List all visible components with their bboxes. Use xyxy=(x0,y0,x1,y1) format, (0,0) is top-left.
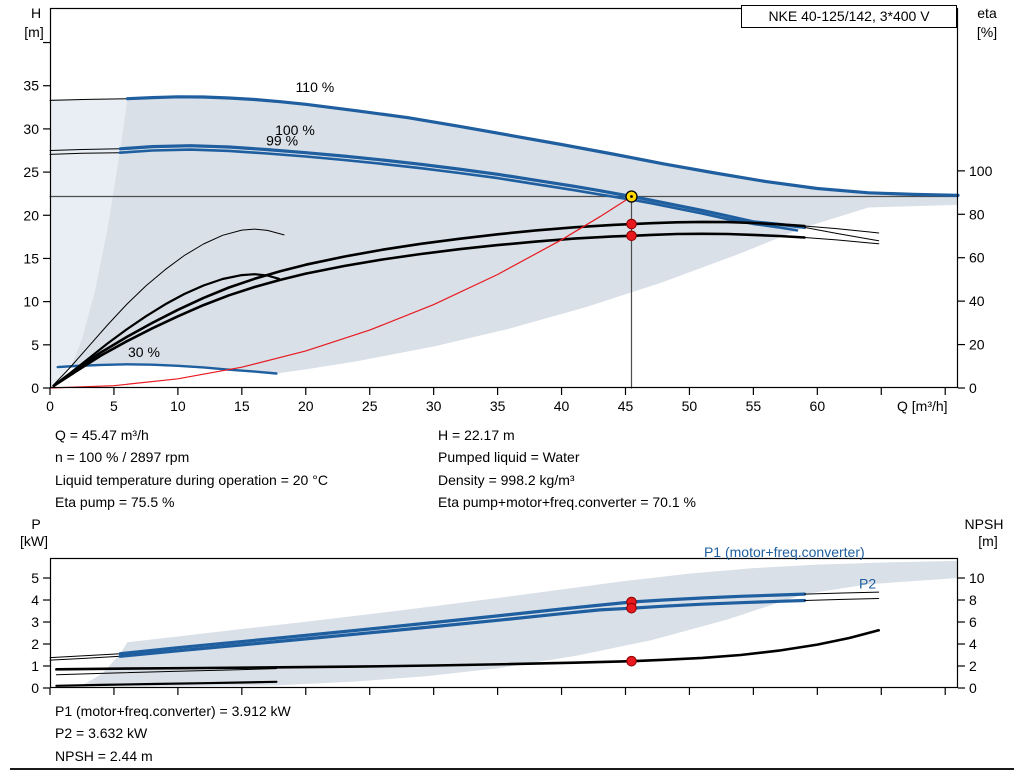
info-line-temperature: Liquid temperature during operation = 20… xyxy=(55,471,328,488)
svg-text:P2: P2 xyxy=(859,576,876,592)
pump-model-title: NKE 40-125/142, 3*400 V xyxy=(741,5,957,28)
svg-text:50: 50 xyxy=(682,398,698,414)
svg-text:2: 2 xyxy=(31,636,39,652)
svg-text:5: 5 xyxy=(31,570,39,586)
info-line-p1: P1 (motor+freq.converter) = 3.912 kW xyxy=(55,703,291,719)
svg-text:55: 55 xyxy=(746,398,762,414)
duty-info-right: H = 22.17 m Pumped liquid = Water Densit… xyxy=(438,424,696,513)
svg-text:20: 20 xyxy=(298,398,314,414)
info-line-p2: P2 = 3.632 kW xyxy=(55,725,148,742)
svg-text:eta: eta xyxy=(977,5,997,21)
info-line-density: Density = 998.2 kg/m³ xyxy=(438,471,575,488)
power-info: P1 (motor+freq.converter) = 3.912 kW P2 … xyxy=(55,700,291,767)
svg-text:6: 6 xyxy=(969,614,977,630)
svg-text:0: 0 xyxy=(31,380,39,396)
info-line-eta-total: Eta pump+motor+freq.converter = 70.1 % xyxy=(438,493,696,510)
svg-text:30: 30 xyxy=(23,121,39,137)
svg-text:25: 25 xyxy=(362,398,378,414)
info-line-liquid: Pumped liquid = Water xyxy=(438,449,580,466)
svg-text:15: 15 xyxy=(234,398,250,414)
svg-text:35: 35 xyxy=(490,398,506,414)
svg-text:60: 60 xyxy=(969,250,985,266)
svg-text:0: 0 xyxy=(31,680,39,696)
duty-info-left: Q = 45.47 m³/h n = 100 % / 2897 rpm Liqu… xyxy=(55,424,328,513)
svg-text:0: 0 xyxy=(969,380,977,396)
svg-text:H: H xyxy=(31,5,41,21)
svg-text:P1 (motor+freq.converter): P1 (motor+freq.converter) xyxy=(704,544,865,560)
svg-text:20: 20 xyxy=(969,337,985,353)
svg-text:10: 10 xyxy=(23,294,39,310)
info-line-flow: Q = 45.47 m³/h xyxy=(55,427,149,443)
svg-text:0: 0 xyxy=(46,398,54,414)
svg-text:0: 0 xyxy=(969,680,977,696)
svg-text:45: 45 xyxy=(618,398,634,414)
svg-text:Q [m³/h]: Q [m³/h] xyxy=(897,398,948,414)
info-line-npsh: NPSH = 2.44 m xyxy=(55,747,153,764)
bottom-divider xyxy=(10,768,1014,770)
svg-text:3: 3 xyxy=(31,614,39,630)
svg-text:80: 80 xyxy=(969,206,985,222)
svg-text:2: 2 xyxy=(969,658,977,674)
svg-text:25: 25 xyxy=(23,164,39,180)
svg-text:5: 5 xyxy=(110,398,118,414)
svg-text:10: 10 xyxy=(969,570,985,586)
svg-text:1: 1 xyxy=(31,658,39,674)
svg-text:60: 60 xyxy=(810,398,826,414)
svg-text:35: 35 xyxy=(23,78,39,94)
svg-text:4: 4 xyxy=(969,636,977,652)
svg-text:[m]: [m] xyxy=(24,24,43,40)
svg-text:100: 100 xyxy=(969,163,993,179)
power-npsh-chart: 0 1 2 3 4 5 0 2 4 6 8 10 P1 (motor+freq.converter) P2… xyxy=(20,516,1004,696)
svg-text:[m]: [m] xyxy=(978,533,997,549)
svg-text:10: 10 xyxy=(170,398,186,414)
svg-text:[%]: [%] xyxy=(977,24,997,40)
info-line-head: H = 22.17 m xyxy=(438,427,515,443)
qh-eta-chart: 0 5 10 15 20 25 30 35 40 45 50 55 60 0 5 10 15 20 25 30 35 0 2… xyxy=(23,5,997,414)
svg-text:8: 8 xyxy=(969,592,977,608)
svg-text:30 %: 30 % xyxy=(128,344,160,360)
info-line-speed: n = 100 % / 2897 rpm xyxy=(55,449,190,466)
svg-text:110 %: 110 % xyxy=(296,79,335,95)
svg-text:99 %: 99 % xyxy=(266,132,298,148)
svg-text:40: 40 xyxy=(969,293,985,309)
svg-text:[kW]: [kW] xyxy=(20,533,48,549)
info-line-eta-pump: Eta pump = 75.5 % xyxy=(55,493,175,510)
svg-text:15: 15 xyxy=(23,250,39,266)
svg-text:NPSH: NPSH xyxy=(965,516,1004,532)
svg-text:5: 5 xyxy=(31,337,39,353)
svg-text:30: 30 xyxy=(426,398,442,414)
svg-text:40: 40 xyxy=(554,398,570,414)
svg-text:P: P xyxy=(31,516,40,532)
svg-text:20: 20 xyxy=(23,207,39,223)
svg-text:100 %: 100 % xyxy=(275,122,315,138)
svg-text:4: 4 xyxy=(31,592,39,608)
